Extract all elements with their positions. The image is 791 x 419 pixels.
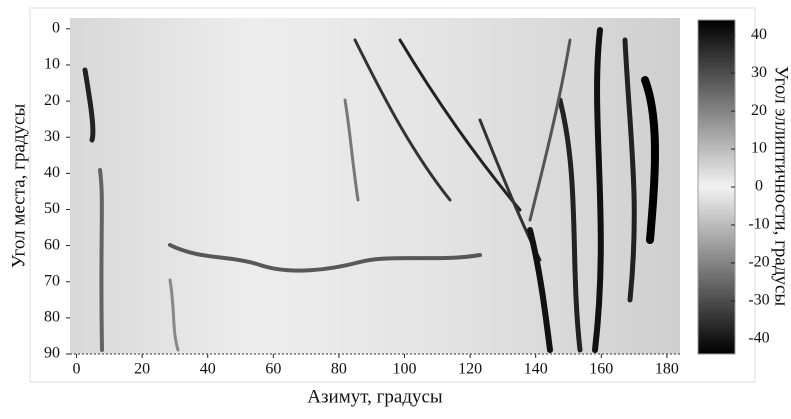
colorbar-tick-label: 30 bbox=[751, 64, 767, 81]
y-tick-label: 60 bbox=[44, 236, 60, 253]
x-tick-label: 60 bbox=[265, 361, 281, 378]
y-tick-label: 20 bbox=[44, 92, 60, 109]
colorbar-tick-label: -40 bbox=[748, 329, 769, 346]
x-tick-label: 120 bbox=[458, 361, 482, 378]
y-tick-label: 80 bbox=[44, 309, 60, 326]
x-tick-label: 100 bbox=[393, 361, 417, 378]
x-tick-label: 80 bbox=[331, 361, 347, 378]
y-tick-label: 10 bbox=[44, 56, 60, 73]
y-tick-label: 50 bbox=[44, 200, 60, 217]
x-tick-label: 40 bbox=[200, 361, 216, 378]
y-tick-label: 30 bbox=[44, 128, 60, 145]
heatmap bbox=[70, 18, 680, 355]
heatmap-background bbox=[70, 18, 680, 354]
y-tick-label: 90 bbox=[44, 345, 60, 362]
colorbar bbox=[697, 19, 736, 355]
frame bbox=[29, 7, 756, 383]
x-tick-label: 0 bbox=[73, 361, 81, 378]
colorbar-tick-label: -30 bbox=[748, 292, 769, 309]
colorbar-tick-label: 0 bbox=[755, 178, 763, 195]
colorbar-tick-label: 20 bbox=[751, 102, 767, 119]
x-axis-label: Азимут, градусы bbox=[307, 386, 443, 407]
colorbar-tick-label: 10 bbox=[751, 140, 767, 157]
heatmap-texture bbox=[82, 27, 659, 353]
colorbar-tick-label: -10 bbox=[748, 216, 769, 233]
colorbar-tick-label: 40 bbox=[751, 26, 767, 43]
y-axis-label: Угол места, градусы bbox=[8, 104, 29, 269]
colorbar-tick-label: -20 bbox=[748, 254, 769, 271]
x-tick-label: 140 bbox=[524, 361, 548, 378]
colorbar-label: Угол эллиптичности, градусы bbox=[771, 66, 791, 307]
x-tick-label: 180 bbox=[655, 361, 679, 378]
y-tick-label: 0 bbox=[52, 20, 60, 37]
y-tick-label: 70 bbox=[44, 272, 60, 289]
y-tick-label: 40 bbox=[44, 164, 60, 181]
x-tick-label: 20 bbox=[134, 361, 150, 378]
x-tick-label: 160 bbox=[589, 361, 613, 378]
